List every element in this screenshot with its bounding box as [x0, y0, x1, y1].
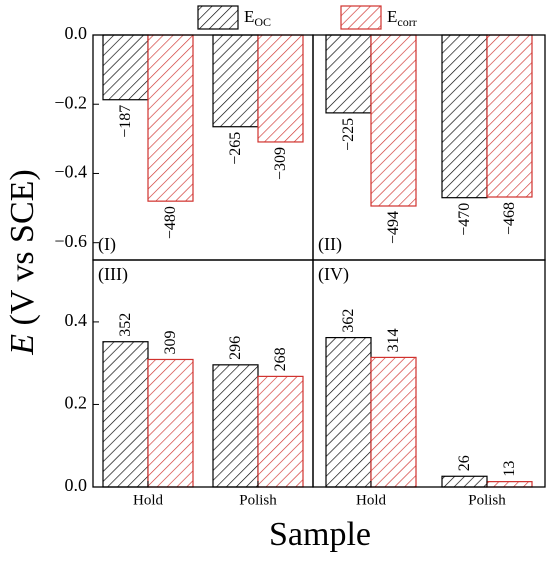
bar	[257, 375, 304, 488]
y-tick-label: −0.2	[54, 92, 87, 112]
value-label: 352	[117, 313, 134, 337]
value-label: −470	[456, 203, 473, 236]
legend-subscript: corr	[397, 15, 416, 29]
bar	[370, 34, 417, 207]
x-tick-label: Polish	[239, 492, 277, 508]
value-label: −187	[117, 105, 134, 138]
panel-title: (IV)	[318, 264, 349, 285]
y-tick-label: 0.4	[65, 310, 88, 330]
panel-title: (II)	[318, 234, 342, 255]
x-tick-label: Polish	[468, 492, 506, 508]
value-label: −480	[162, 206, 179, 239]
value-label: −309	[272, 147, 289, 180]
value-label: 362	[340, 309, 357, 333]
bar	[147, 358, 194, 488]
bar	[147, 34, 194, 202]
bar	[102, 34, 149, 101]
bar	[441, 34, 488, 199]
bar	[102, 341, 149, 488]
value-label: 309	[162, 330, 179, 354]
legend-label: Ecorr	[387, 7, 417, 29]
value-label: −468	[501, 202, 518, 235]
y-tick-label: −0.6	[54, 231, 87, 251]
x-tick-label: Hold	[133, 492, 164, 508]
value-label: 296	[227, 336, 244, 360]
value-label: 268	[272, 347, 289, 371]
bar	[486, 481, 533, 488]
value-label: −265	[227, 132, 244, 165]
panel-title: (III)	[98, 264, 128, 285]
x-tick-label: Hold	[356, 492, 387, 508]
panel-frame	[312, 259, 546, 488]
bar	[325, 336, 372, 488]
bar	[370, 356, 417, 488]
value-label: 26	[456, 455, 473, 471]
bar	[257, 34, 304, 143]
bar	[325, 34, 372, 114]
bar	[486, 34, 533, 198]
value-label: 13	[501, 461, 518, 477]
legend-label: EOC	[244, 7, 271, 29]
y-tick-label: 0.0	[65, 475, 88, 495]
y-tick-label: 0.0	[65, 23, 88, 43]
value-label: 314	[385, 328, 402, 352]
bar	[212, 34, 259, 128]
legend-swatch	[197, 5, 239, 30]
panel-title: (I)	[98, 234, 116, 255]
legend-name: E	[244, 7, 254, 26]
value-label: −225	[340, 118, 357, 151]
value-label: −494	[385, 211, 402, 244]
legend-swatch	[340, 5, 382, 30]
y-tick-label: −0.4	[54, 162, 87, 182]
bar	[212, 364, 259, 488]
y-axis-label: E (V vs SCE)	[4, 169, 41, 355]
legend-name: E	[387, 7, 397, 26]
legend-subscript: OC	[254, 15, 271, 29]
bar	[441, 475, 488, 488]
y-tick-label: 0.2	[65, 393, 88, 413]
x-axis-label: Sample	[269, 516, 371, 553]
